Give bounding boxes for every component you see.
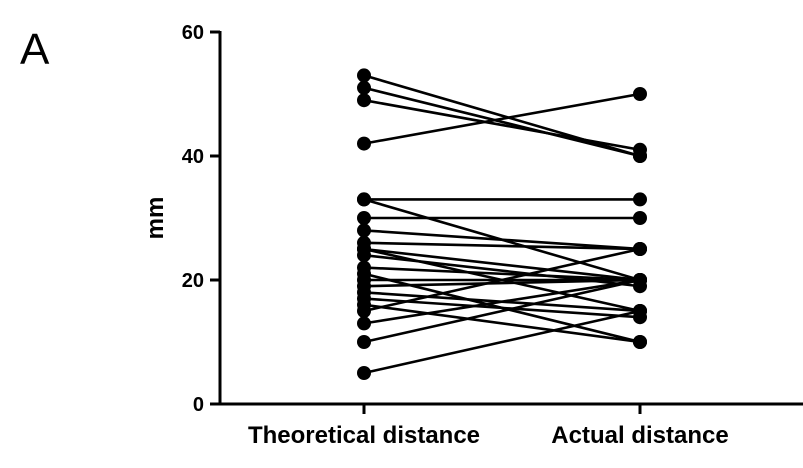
- data-point: [357, 223, 371, 238]
- pair-line: [363, 86, 641, 158]
- data-point: [633, 242, 647, 256]
- pair-line: [363, 309, 641, 375]
- data-point: [357, 304, 371, 318]
- data-point: [633, 192, 647, 207]
- data-point: [357, 136, 371, 151]
- y-tick-label: 40: [182, 146, 204, 168]
- data-point: [357, 211, 371, 225]
- y-tick-label: 20: [182, 270, 204, 292]
- data-point: [633, 87, 647, 101]
- x-category-label: Actual distance: [551, 422, 728, 449]
- y-tick-label: 0: [193, 394, 204, 416]
- y-tick-label: 60: [182, 22, 204, 44]
- data-point: [357, 316, 371, 331]
- pair-line: [363, 278, 641, 344]
- pair-line: [363, 241, 641, 251]
- pair-line: [363, 74, 641, 158]
- pair-line: [363, 266, 641, 282]
- pair-line: [363, 278, 641, 288]
- data-point: [357, 192, 371, 207]
- data-point: [357, 248, 371, 263]
- pair-line: [363, 247, 641, 313]
- plot-area: 0 20 40 60 Theoretical distance Actual distan…: [142, 22, 803, 449]
- data-point: [357, 366, 371, 380]
- data-point: [633, 335, 647, 349]
- data-point: [357, 93, 371, 108]
- pair-line: [363, 303, 641, 344]
- data-point: [633, 142, 647, 157]
- data-point: [633, 304, 647, 318]
- data-point: [633, 211, 647, 225]
- pair-line: [363, 98, 641, 152]
- data-point: [633, 273, 647, 287]
- data-point: [357, 80, 371, 95]
- panel-letter: A: [20, 25, 50, 74]
- pair-line: [363, 92, 641, 145]
- pair-line: [363, 247, 641, 282]
- x-category-label: Theoretical distance: [248, 422, 480, 449]
- pair-line: [363, 229, 641, 251]
- y-axis-title: mm: [142, 197, 169, 240]
- data-point: [357, 335, 371, 349]
- pair-line: [363, 278, 641, 325]
- data-point: [357, 68, 371, 83]
